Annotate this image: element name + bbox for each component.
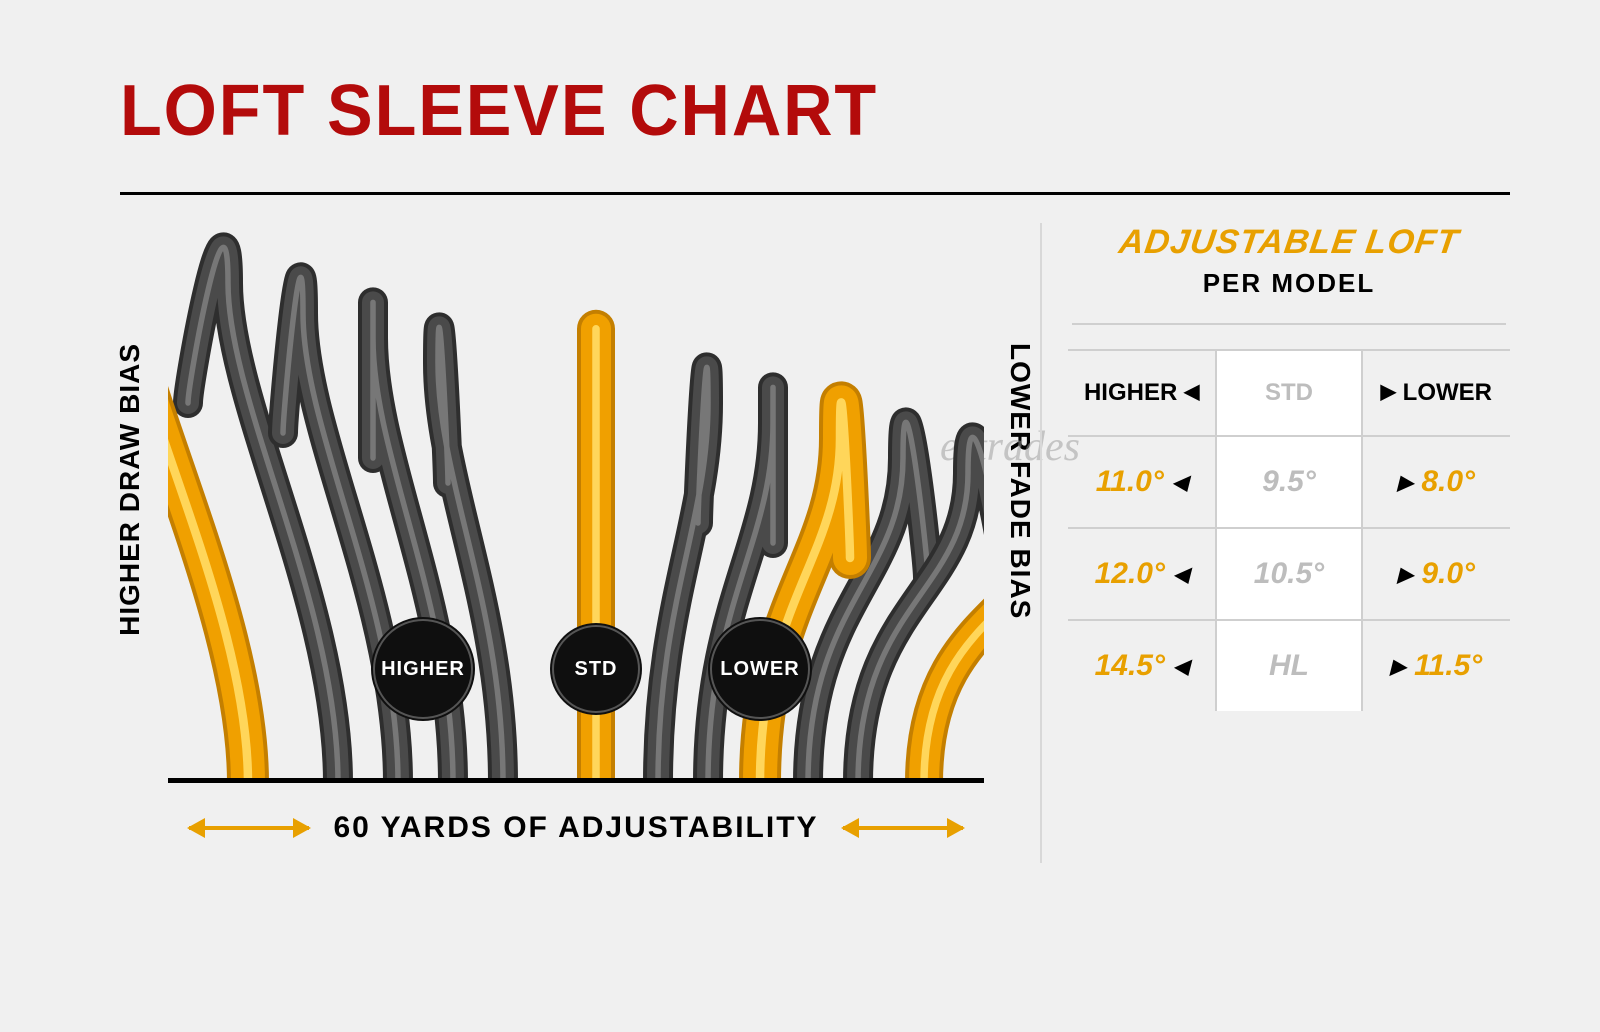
cell-std-2: HL: [1215, 619, 1362, 711]
cell-higher-1: 12.0° ◀: [1068, 527, 1215, 619]
content-row: HIGHER DRAW BIAS LOWER FADE BIAS eztrade…: [120, 223, 1510, 863]
cell-higher-0: 11.0° ◀: [1068, 435, 1215, 527]
badge-label-std: STD: [575, 658, 618, 680]
arc-canvas: HIGHER STD LOWER: [168, 223, 984, 783]
right-axis-label: LOWER FADE BIAS: [1004, 343, 1036, 619]
cell-lower-0: ▶ 8.0°: [1363, 435, 1510, 527]
loft-table: ADJUSTABLE LOFT PER MODEL HIGHER ◀STD▶ L…: [1040, 223, 1510, 863]
cell-std-0: 9.5°: [1215, 435, 1362, 527]
range-arrow-right: [843, 826, 963, 830]
col-header-std: STD: [1215, 351, 1362, 435]
loft-grid: HIGHER ◀STD▶ LOWER 11.0° ◀9.5°▶ 8.0° 12.0°…: [1068, 349, 1510, 711]
cell-higher-2: 14.5° ◀: [1068, 619, 1215, 711]
range-label: 60 YARDS OF ADJUSTABILITY: [333, 811, 818, 845]
col-header-lower: ▶ LOWER: [1363, 351, 1510, 435]
range-arrow-left: [189, 826, 309, 830]
col-header-higher: HIGHER ◀: [1068, 351, 1215, 435]
cell-std-1: 10.5°: [1215, 527, 1362, 619]
page: LOFT SLEEVE CHART HIGHER DRAW BIAS LOWER…: [0, 0, 1600, 1032]
divider-top: [120, 192, 1510, 195]
cell-lower-2: ▶ 11.5°: [1363, 619, 1510, 711]
ground-line: [168, 778, 984, 783]
trajectory-diagram: HIGHER DRAW BIAS LOWER FADE BIAS eztrade…: [120, 223, 1040, 863]
badge-label-higher: HIGHER: [381, 658, 465, 680]
badge-label-lower: LOWER: [720, 658, 799, 680]
range-row: 60 YARDS OF ADJUSTABILITY: [168, 811, 984, 845]
table-divider: [1072, 323, 1506, 325]
table-title: ADJUSTABLE LOFT: [1065, 223, 1512, 262]
cell-lower-1: ▶ 9.0°: [1363, 527, 1510, 619]
left-axis-label: HIGHER DRAW BIAS: [114, 343, 146, 636]
table-subtitle: PER MODEL: [1068, 268, 1510, 299]
page-title: LOFT SLEEVE CHART: [120, 70, 1441, 152]
